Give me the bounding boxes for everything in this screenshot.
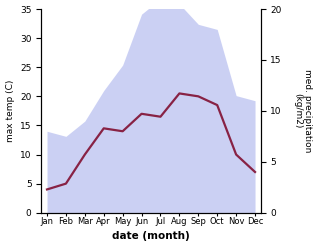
- Y-axis label: max temp (C): max temp (C): [5, 80, 15, 142]
- Y-axis label: med. precipitation
(kg/m2): med. precipitation (kg/m2): [293, 69, 313, 153]
- X-axis label: date (month): date (month): [112, 231, 190, 242]
